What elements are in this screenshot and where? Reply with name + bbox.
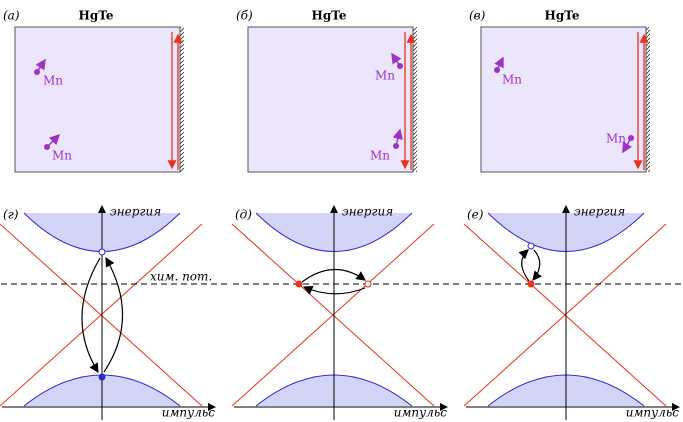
y-axis-label: энергия <box>574 205 625 219</box>
edge-state <box>0 223 203 407</box>
panel-label: (в) <box>469 9 486 23</box>
x-axis-label: импульс <box>394 406 448 420</box>
mn-spin <box>35 58 46 73</box>
panel-label: (д) <box>235 208 252 222</box>
empty-state <box>527 242 535 250</box>
mn-spin <box>46 133 61 148</box>
y-axis-label: энергия <box>342 205 393 219</box>
mn-label: Mn <box>43 74 63 88</box>
mn-spin <box>391 52 402 67</box>
mn-label: Mn <box>370 149 390 163</box>
panel-title: HgTe <box>545 9 580 23</box>
mn-label: Mn <box>502 73 522 87</box>
filled-state <box>527 280 535 288</box>
mn-spin <box>622 137 633 154</box>
mn-label: Mn <box>52 149 72 163</box>
transition <box>301 268 366 283</box>
mn-label: Mn <box>375 69 395 83</box>
transition <box>532 249 543 281</box>
hatch <box>180 27 184 172</box>
panel-label: (б) <box>236 9 253 23</box>
mn-spin <box>392 128 403 147</box>
panel-label: (е) <box>467 208 484 222</box>
transition <box>518 249 530 282</box>
sample-box <box>247 26 414 173</box>
edge-state <box>463 223 667 407</box>
annotation: хим. пот. <box>150 270 212 284</box>
filled-state <box>295 280 303 288</box>
panel-label: (г) <box>3 208 19 222</box>
mn-spin <box>494 56 504 71</box>
panel-title: HgTe <box>312 9 347 23</box>
transition <box>103 256 124 373</box>
panel-title: HgTe <box>79 9 114 23</box>
mn-label: Mn <box>606 132 626 146</box>
hatch <box>413 27 417 172</box>
hatch <box>646 27 650 172</box>
transition <box>81 257 101 374</box>
sample-box <box>14 26 181 173</box>
empty-state <box>364 280 372 288</box>
empty-state <box>98 248 106 256</box>
sample-box <box>480 26 647 173</box>
filled-state <box>98 373 106 381</box>
y-axis-label: энергия <box>110 205 161 219</box>
edge-state <box>231 223 435 407</box>
panel-label: (а) <box>3 9 20 23</box>
x-axis-label: импульс <box>626 406 680 420</box>
x-axis-label: импульс <box>162 406 216 420</box>
transition <box>302 285 366 295</box>
